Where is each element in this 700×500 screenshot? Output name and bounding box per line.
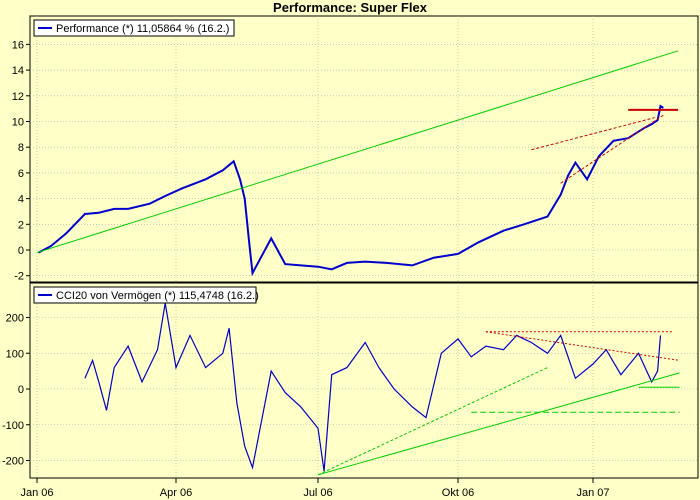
x-tick-label: Apr 06 bbox=[160, 487, 192, 499]
chart-title: Performance: Super Flex bbox=[273, 0, 427, 15]
y-tick-label: -100 bbox=[2, 420, 24, 432]
y-tick-label: 16 bbox=[12, 39, 24, 51]
plot-area bbox=[29, 282, 699, 479]
series-line bbox=[38, 104, 664, 277]
trend-line bbox=[36, 50, 679, 254]
x-tick-label: Okt 06 bbox=[442, 487, 474, 499]
y-tick-label: 100 bbox=[6, 348, 24, 360]
chart-panel-2: -200 -100 0 100 200 CCI20 von Vermögen (*) 11… bbox=[2, 282, 699, 479]
y-tick-label: 0 bbox=[18, 245, 24, 257]
legend-label: CCI20 von Vermögen (*) 115,4748 (16.2.) bbox=[56, 290, 259, 302]
cci-trend-line-dashed bbox=[317, 367, 548, 476]
y-tick-label: 10 bbox=[12, 117, 24, 129]
cci-downtrend-line bbox=[485, 331, 680, 361]
y-tick-label: 8 bbox=[18, 142, 24, 154]
cci-trend-line bbox=[317, 372, 680, 476]
legend: CCI20 von Vermögen (*) 115,4748 (16.2.) bbox=[33, 286, 259, 304]
x-tick-label: Jan 07 bbox=[576, 487, 609, 499]
y-tick-label: 6 bbox=[18, 168, 24, 180]
y-tick-label: 4 bbox=[18, 194, 24, 206]
legend-label: Performance (*) 11,05864 % (16.2.) bbox=[56, 23, 229, 35]
y-tick-label: 0 bbox=[18, 384, 24, 396]
x-tick-label: Jul 06 bbox=[303, 487, 332, 499]
y-tick-label: 12 bbox=[12, 91, 24, 103]
channel-line-lower bbox=[560, 114, 664, 184]
y-tick-label: -200 bbox=[2, 456, 24, 468]
legend-box bbox=[33, 286, 257, 304]
y-tick-label: 2 bbox=[18, 219, 24, 231]
plot-area bbox=[29, 15, 699, 283]
chart-panel-1: -2 0 2 4 6 8 10 12 14 16 Performance (*) 11,05864 … bbox=[12, 15, 699, 283]
y-tick-label: 14 bbox=[12, 65, 24, 77]
series-line bbox=[84, 303, 662, 472]
y-tick-label: 200 bbox=[6, 313, 24, 325]
legend: Performance (*) 11,05864 % (16.2.) bbox=[33, 19, 235, 37]
legend-box bbox=[33, 19, 235, 37]
channel-line-upper bbox=[531, 117, 655, 151]
x-tick-label: Jan 06 bbox=[20, 487, 53, 499]
y-tick-label: -2 bbox=[14, 271, 24, 283]
